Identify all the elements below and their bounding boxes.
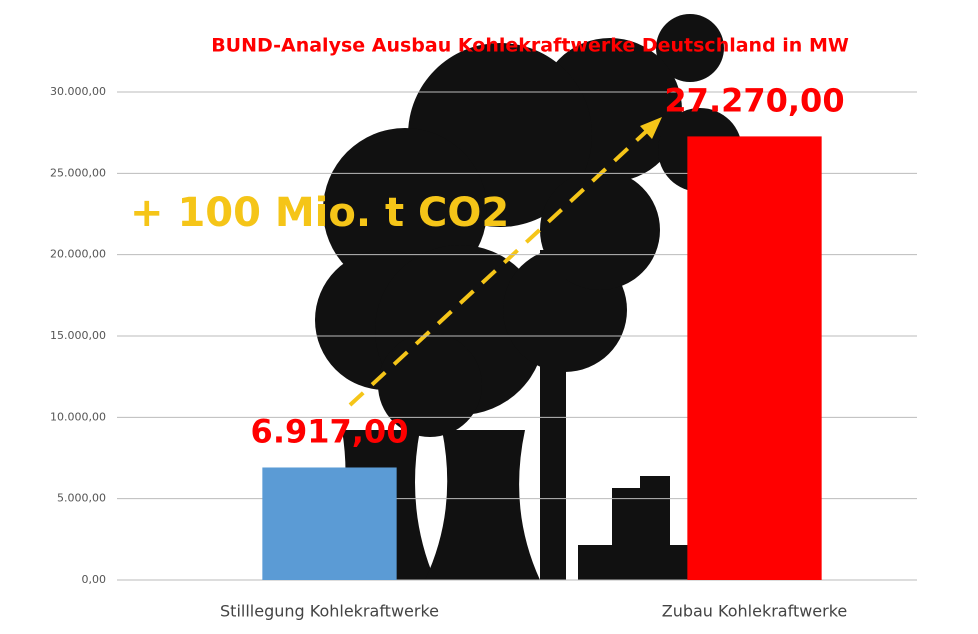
power-plant-silhouette: [315, 14, 742, 580]
y-tick-label: 15.000,00: [50, 329, 106, 342]
x-tick-label: Stilllegung Kohlekraftwerke: [220, 602, 439, 621]
y-tick-label: 5.000,00: [57, 492, 106, 505]
y-tick-label: 25.000,00: [50, 166, 106, 179]
data-label: 27.270,00: [664, 81, 844, 119]
y-tick-label: 10.000,00: [50, 410, 106, 423]
annotation: + 100 Mio. t CO2: [130, 190, 509, 236]
y-tick-label: 0,00: [82, 573, 107, 586]
y-tick-label: 30.000,00: [50, 85, 106, 98]
arrow-head: [640, 117, 662, 139]
bar: [262, 467, 397, 580]
trend-arrow: [348, 126, 652, 407]
bar: [687, 136, 822, 580]
y-tick-label: 20.000,00: [50, 248, 106, 261]
data-label: 6.917,00: [251, 412, 409, 450]
x-tick-label: Zubau Kohlekraftwerke: [662, 602, 848, 621]
chart-title: BUND-Analyse Ausbau Kohlekraftwerke Deut…: [211, 35, 849, 57]
